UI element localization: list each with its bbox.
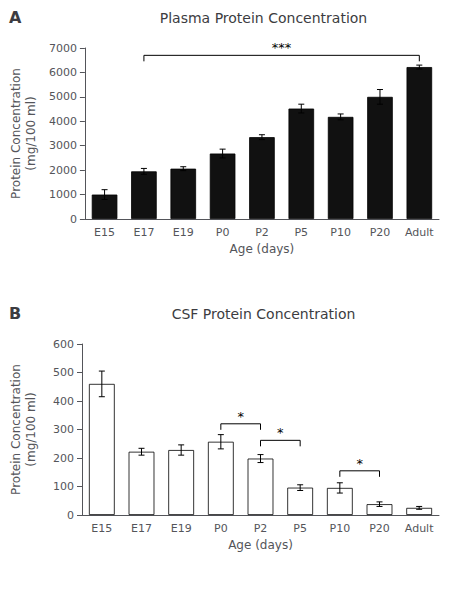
svg-text:Adult: Adult	[405, 226, 434, 239]
svg-text:600: 600	[53, 338, 74, 351]
svg-text:A: A	[9, 8, 22, 27]
svg-text:400: 400	[53, 395, 74, 408]
svg-text:4000: 4000	[49, 115, 77, 128]
svg-text:P5: P5	[293, 522, 307, 535]
svg-text:***: ***	[272, 40, 292, 55]
svg-text:P10: P10	[330, 522, 351, 535]
svg-text:*: *	[237, 409, 244, 424]
svg-text:5000: 5000	[49, 90, 77, 103]
svg-text:Age (days): Age (days)	[230, 242, 295, 256]
svg-text:300: 300	[53, 423, 74, 436]
svg-text:1000: 1000	[49, 188, 77, 201]
svg-text:3000: 3000	[49, 139, 77, 152]
svg-text:Adult: Adult	[405, 522, 434, 535]
svg-text:E17: E17	[131, 522, 152, 535]
svg-text:*: *	[356, 456, 363, 471]
svg-text:P0: P0	[214, 522, 228, 535]
svg-text:CSF Protein Concentration: CSF Protein Concentration	[172, 306, 356, 322]
svg-text:0: 0	[67, 509, 74, 522]
svg-text:P10: P10	[330, 226, 351, 239]
svg-text:200: 200	[53, 452, 74, 465]
svg-text:0: 0	[70, 213, 77, 226]
svg-text:P2: P2	[254, 522, 268, 535]
svg-text:(mg/100 ml): (mg/100 ml)	[24, 392, 38, 466]
svg-text:P5: P5	[294, 226, 308, 239]
svg-text:Plasma Protein Concentration: Plasma Protein Concentration	[160, 10, 367, 26]
svg-text:E17: E17	[133, 226, 154, 239]
svg-text:P20: P20	[369, 522, 390, 535]
svg-text:E19: E19	[171, 522, 192, 535]
svg-text:6000: 6000	[49, 66, 77, 79]
svg-text:B: B	[9, 304, 21, 323]
svg-text:7000: 7000	[49, 42, 77, 55]
svg-text:E15: E15	[94, 226, 115, 239]
svg-text:E15: E15	[91, 522, 112, 535]
svg-text:500: 500	[53, 366, 74, 379]
svg-text:P20: P20	[370, 226, 391, 239]
svg-text:P2: P2	[255, 226, 269, 239]
svg-text:*: *	[277, 425, 284, 440]
svg-text:Protein Concentration: Protein Concentration	[9, 68, 23, 199]
svg-text:Protein Concentration: Protein Concentration	[9, 364, 23, 495]
svg-text:2000: 2000	[49, 164, 77, 177]
svg-text:E19: E19	[173, 226, 194, 239]
svg-text:100: 100	[53, 480, 74, 493]
svg-text:P0: P0	[216, 226, 230, 239]
svg-text:Age (days): Age (days)	[228, 538, 293, 552]
svg-text:(mg/100 ml): (mg/100 ml)	[24, 96, 38, 170]
